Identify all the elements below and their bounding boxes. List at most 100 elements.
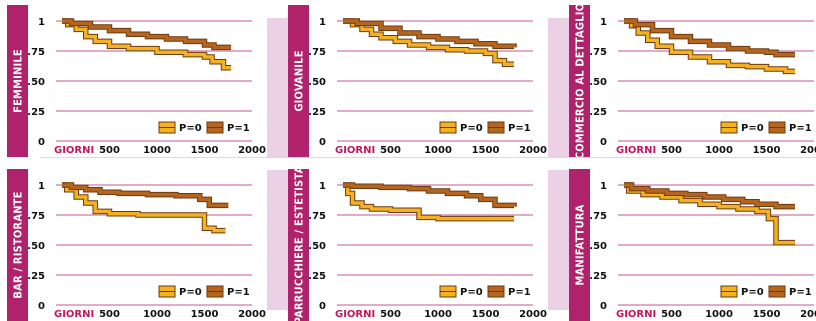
legend-label: P=0 bbox=[179, 287, 202, 298]
y-tick-label: .25 bbox=[589, 107, 607, 118]
x-axis-title: GIORNI bbox=[616, 145, 656, 156]
x-tick-label: 500 bbox=[661, 309, 682, 320]
x-axis-title: GIORNI bbox=[335, 309, 375, 320]
x-tick-label: 2000 bbox=[238, 145, 266, 156]
x-tick-label: 1500 bbox=[753, 145, 781, 156]
chart-plot: 0 .25 .50 .75 1 GIORNI 500 1000 1500 2000 P=0 P=1 bbox=[27, 181, 266, 320]
x-tick-label: 1500 bbox=[753, 309, 781, 320]
x-axis-title: GIORNI bbox=[335, 145, 375, 156]
y-tick-label: .75 bbox=[27, 47, 45, 58]
y-tick-label: 0 bbox=[38, 137, 45, 148]
chart-plot: 0 .25 .50 .75 1 GIORNI 500 1000 1500 2000 P=0 P=1 bbox=[589, 17, 816, 156]
x-tick-label: 2000 bbox=[800, 309, 816, 320]
y-tick-label: .50 bbox=[589, 77, 607, 88]
x-tick-label: 1500 bbox=[472, 309, 500, 320]
chart-title-bar: PARRUCCHIERE / ESTETISTA bbox=[288, 169, 309, 321]
x-tick-label: 500 bbox=[380, 309, 401, 320]
chart-plot: 0 .25 .50 .75 1 GIORNI 500 1000 1500 2000 P=0 P=1 bbox=[589, 181, 816, 320]
x-tick-label: 1000 bbox=[424, 145, 452, 156]
chart-plot: 0 .25 .50 .75 1 GIORNI 500 1000 1500 2000 P=0 P=1 bbox=[308, 17, 547, 156]
x-tick-label: 1000 bbox=[143, 145, 171, 156]
legend-label: P=1 bbox=[227, 123, 250, 134]
x-tick-label: 2000 bbox=[519, 309, 547, 320]
legend-label: P=0 bbox=[460, 287, 483, 298]
chart-title-bar: BAR / RISTORANTE bbox=[7, 169, 28, 321]
series-line bbox=[62, 183, 226, 233]
x-tick-label: 1000 bbox=[705, 145, 733, 156]
y-tick-label: 0 bbox=[319, 137, 326, 148]
legend-label: P=1 bbox=[227, 287, 250, 298]
x-axis-title: GIORNI bbox=[54, 309, 94, 320]
y-tick-label: .50 bbox=[308, 77, 326, 88]
legend-label: P=1 bbox=[508, 123, 531, 134]
chart-plot: 0 .25 .50 .75 1 GIORNI 500 1000 1500 2000 P=0 P=1 bbox=[27, 17, 266, 156]
y-tick-label: 0 bbox=[319, 301, 326, 312]
chart-title-bar: FEMMINILE bbox=[7, 5, 28, 157]
x-tick-label: 1500 bbox=[191, 309, 219, 320]
legend-label: P=0 bbox=[179, 123, 202, 134]
x-axis-title: GIORNI bbox=[54, 145, 94, 156]
y-tick-label: 0 bbox=[600, 137, 607, 148]
y-tick-label: .25 bbox=[27, 107, 45, 118]
chart-panel: MANIFATTURA 0 .25 .50 .75 1 GIORNI 500 1000 1500 2… bbox=[569, 169, 816, 321]
x-tick-label: 500 bbox=[99, 145, 120, 156]
series-line bbox=[343, 19, 514, 66]
x-tick-label: 2000 bbox=[238, 309, 266, 320]
legend-label: P=1 bbox=[508, 287, 531, 298]
y-tick-label: 1 bbox=[600, 17, 607, 28]
y-tick-label: 0 bbox=[38, 301, 45, 312]
y-tick-label: .25 bbox=[308, 107, 326, 118]
x-axis-title: GIORNI bbox=[616, 309, 656, 320]
y-tick-label: .50 bbox=[27, 241, 45, 252]
chart-panel: COMMERCIO AL DETTAGLIO 0 .25 .50 .75 1 GIORNI 5… bbox=[569, 5, 816, 157]
y-tick-label: 1 bbox=[38, 181, 45, 192]
x-tick-label: 500 bbox=[99, 309, 120, 320]
y-tick-label: .50 bbox=[27, 77, 45, 88]
y-tick-label: .25 bbox=[589, 271, 607, 282]
series-line bbox=[624, 183, 795, 245]
series-line bbox=[343, 183, 516, 208]
y-tick-label: 1 bbox=[600, 181, 607, 192]
x-tick-label: 1500 bbox=[191, 145, 219, 156]
series-line bbox=[343, 19, 516, 48]
y-tick-label: .75 bbox=[308, 47, 326, 58]
series-line bbox=[624, 19, 795, 57]
x-tick-label: 2000 bbox=[800, 145, 816, 156]
y-tick-label: .50 bbox=[589, 241, 607, 252]
chart-panel: FEMMINILE 0 .25 .50 .75 1 GIORNI 500 1000 1500 200… bbox=[7, 5, 267, 157]
series-line bbox=[624, 19, 795, 74]
chart-panel: PARRUCCHIERE / ESTETISTA 0 .25 .50 .75 1 GIORN… bbox=[288, 169, 548, 321]
y-tick-label: .25 bbox=[308, 271, 326, 282]
y-tick-label: 0 bbox=[600, 301, 607, 312]
series-line bbox=[62, 19, 232, 50]
y-tick-label: 1 bbox=[319, 181, 326, 192]
x-tick-label: 2000 bbox=[519, 145, 547, 156]
x-tick-label: 1000 bbox=[705, 309, 733, 320]
series-line bbox=[62, 19, 232, 70]
series-line bbox=[343, 183, 514, 221]
chart-panel: GIOVANILE 0 .25 .50 .75 1 GIORNI 500 1000 1500 200… bbox=[288, 5, 548, 157]
y-tick-label: .75 bbox=[589, 211, 607, 222]
chart-title-bar: COMMERCIO AL DETTAGLIO bbox=[569, 5, 590, 157]
y-tick-label: 1 bbox=[319, 17, 326, 28]
y-tick-label: .75 bbox=[589, 47, 607, 58]
legend-label: P=1 bbox=[789, 123, 812, 134]
series-line bbox=[624, 183, 795, 209]
x-tick-label: 500 bbox=[380, 145, 401, 156]
x-tick-label: 1000 bbox=[424, 309, 452, 320]
x-tick-label: 1500 bbox=[472, 145, 500, 156]
chart-title-bar: GIOVANILE bbox=[288, 5, 309, 157]
y-tick-label: 1 bbox=[38, 17, 45, 28]
x-tick-label: 500 bbox=[661, 145, 682, 156]
x-tick-label: 1000 bbox=[143, 309, 171, 320]
legend-label: P=0 bbox=[460, 123, 483, 134]
y-tick-label: .75 bbox=[27, 211, 45, 222]
legend-label: P=0 bbox=[741, 123, 764, 134]
y-tick-label: .75 bbox=[308, 211, 326, 222]
legend-label: P=0 bbox=[741, 287, 764, 298]
chart-panel: BAR / RISTORANTE 0 .25 .50 .75 1 GIORNI 500 1000… bbox=[7, 169, 267, 321]
chart-plot: 0 .25 .50 .75 1 GIORNI 500 1000 1500 2000 P=0 P=1 bbox=[308, 181, 547, 320]
legend-label: P=1 bbox=[789, 287, 812, 298]
y-tick-label: .25 bbox=[27, 271, 45, 282]
chart-title-bar: MANIFATTURA bbox=[569, 169, 590, 321]
